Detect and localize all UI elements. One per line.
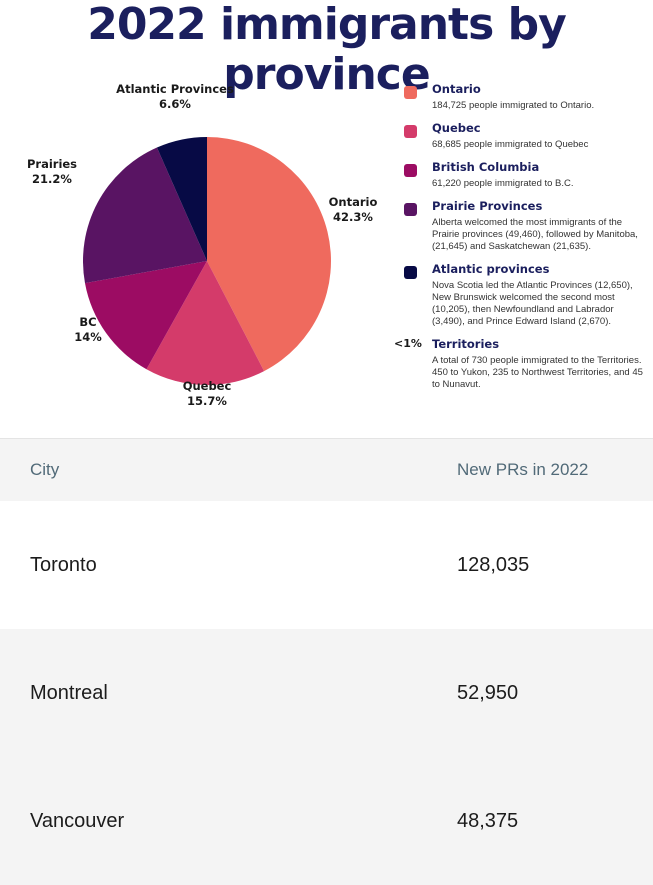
table-cell-value: 52,950 bbox=[457, 681, 519, 704]
table-row: Montreal 52,950 bbox=[0, 629, 653, 757]
pie-slice-atlantic-provinces bbox=[156, 137, 207, 261]
table-cell-city: Montreal bbox=[30, 681, 108, 704]
table-cell-city: Toronto bbox=[30, 553, 97, 576]
pie-label-british-columbia: BC 14% bbox=[74, 315, 102, 344]
legend-share-label: <1% bbox=[394, 337, 422, 350]
legend-swatch bbox=[404, 164, 417, 177]
table-row: Vancouver 48,375 bbox=[0, 757, 653, 885]
legend-swatch bbox=[404, 203, 417, 216]
legend-description: 61,220 people immigrated to B.C. bbox=[432, 178, 574, 189]
legend-swatch bbox=[404, 125, 417, 138]
table-cell-value: 48,375 bbox=[457, 809, 519, 832]
legend-swatch bbox=[404, 266, 417, 279]
legend-item-territories: <1% Territories A total of 730 people immi… bbox=[394, 337, 648, 391]
column-header-new-prs: New PRs in 2022 bbox=[457, 460, 589, 479]
pie-label-ontario: Ontario 42.3% bbox=[329, 195, 378, 224]
pie-slice-british-columbia bbox=[84, 261, 207, 370]
chart-title: 2022 immigrants by province bbox=[87, 0, 567, 100]
legend: Ontario 184,725 people immigrated to Onta… bbox=[394, 82, 648, 400]
pie-chart: Ontario 42.3% Quebec 15.7% BC 14% Prairies 21.2… bbox=[27, 82, 378, 408]
legend-item-ontario: Ontario 184,725 people immigrated to Onta… bbox=[398, 82, 648, 112]
legend-title: Territories bbox=[432, 337, 500, 351]
legend-description: 68,685 people immigrated to Quebec bbox=[432, 139, 589, 150]
legend-description: Alberta welcomed the most immigrants of … bbox=[432, 217, 638, 252]
legend-description: 184,725 people immigrated to Ontario. bbox=[432, 100, 595, 111]
legend-description: Nova Scotia led the Atlantic Provinces (… bbox=[432, 280, 633, 327]
legend-item-quebec: Quebec 68,685 people immigrated to Quebec bbox=[398, 121, 648, 151]
pie-label-prairie-provinces: Prairies 21.2% bbox=[27, 157, 77, 186]
table-header-row: City New PRs in 2022 bbox=[0, 438, 653, 501]
pie-slice-ontario bbox=[207, 137, 331, 372]
legend-item-prairie-provinces: Prairie Provinces Alberta welcomed the mo… bbox=[398, 199, 648, 253]
pie-slice-quebec bbox=[146, 261, 265, 385]
pie-slice-prairie-provinces bbox=[82, 147, 207, 284]
legend-description: A total of 730 people immigrated to the … bbox=[432, 355, 643, 390]
legend-title: Ontario bbox=[432, 82, 481, 96]
column-header-city: City bbox=[30, 460, 60, 479]
pie-label-atlantic-provinces: Atlantic Provinces 6.6% bbox=[116, 82, 234, 111]
table-row: Toronto 128,035 bbox=[0, 501, 653, 629]
legend-item-british-columbia: British Columbia 61,220 people immigrated… bbox=[398, 160, 648, 190]
city-table: City New PRs in 2022 Toronto 128,035 Mon… bbox=[0, 438, 653, 885]
pie-label-quebec: Quebec 15.7% bbox=[183, 379, 232, 408]
legend-swatch bbox=[404, 86, 417, 99]
legend-title: British Columbia bbox=[432, 160, 540, 174]
table-cell-value: 128,035 bbox=[457, 553, 530, 576]
legend-title: Atlantic provinces bbox=[432, 262, 550, 276]
legend-title: Quebec bbox=[432, 121, 481, 135]
legend-item-atlantic-provinces: Atlantic provinces Nova Scotia led the At… bbox=[398, 262, 648, 328]
table-cell-city: Vancouver bbox=[30, 809, 125, 832]
legend-title: Prairie Provinces bbox=[432, 199, 543, 213]
